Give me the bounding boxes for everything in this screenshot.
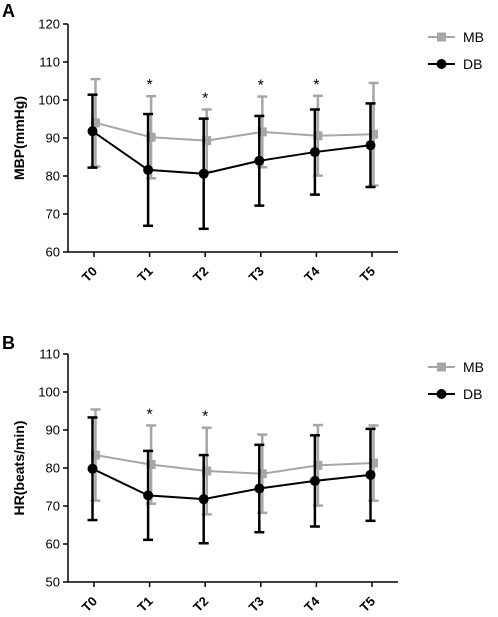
data-point-circle	[143, 164, 154, 175]
x-tick-label: T1	[134, 594, 155, 615]
data-point-square	[369, 129, 378, 139]
y-tick-label: 50	[46, 575, 60, 590]
series-line	[95, 454, 374, 475]
x-tick-label: T4	[301, 593, 323, 615]
y-tick-label: 70	[46, 499, 60, 514]
significance-marker: *	[146, 406, 152, 423]
x-tick-label: T0	[79, 594, 100, 615]
legend-label: DB	[463, 56, 482, 72]
data-point-square	[202, 136, 212, 146]
y-tick-label: 90	[46, 131, 60, 146]
y-tick-label: 90	[46, 423, 60, 438]
x-tick-label: T3	[246, 264, 267, 285]
legend-marker-circle	[436, 389, 447, 399]
series-MB	[90, 408, 379, 516]
data-point-square	[146, 132, 156, 142]
significance-marker: *	[146, 77, 152, 94]
panel-label: B	[2, 333, 15, 353]
series-MB	[90, 77, 379, 187]
y-tick-label: 100	[38, 385, 60, 400]
data-point-circle	[198, 168, 209, 179]
y-axis-title: HR(beats/min)	[11, 421, 27, 516]
data-point-square	[202, 466, 212, 476]
y-tick-label: 80	[46, 461, 60, 476]
data-point-circle	[365, 140, 376, 151]
data-point-circle	[254, 155, 265, 166]
legend-marker-square	[437, 362, 446, 372]
legend-marker-square	[437, 32, 446, 42]
x-tick-label: T2	[190, 594, 211, 615]
x-tick-label: T2	[190, 264, 211, 285]
y-tick-label: 110	[39, 55, 60, 70]
data-point-square	[313, 460, 323, 470]
data-point-square	[257, 127, 267, 137]
x-tick-label: T3	[246, 594, 267, 615]
x-tick-label: T5	[357, 594, 378, 615]
x-tick-label: T4	[301, 263, 323, 285]
series-DB	[87, 93, 376, 231]
data-point-circle	[143, 490, 154, 501]
data-point-circle	[365, 469, 376, 480]
data-point-square	[91, 118, 100, 128]
y-tick-label: 100	[38, 93, 60, 108]
significance-marker: *	[202, 91, 208, 108]
y-tick-label: 70	[46, 207, 60, 222]
data-point-circle	[309, 147, 320, 158]
y-tick-label: 80	[46, 169, 60, 184]
data-point-square	[369, 458, 378, 468]
significance-marker: *	[258, 78, 264, 95]
y-tick-label: 60	[46, 245, 60, 260]
panel-label: A	[2, 1, 15, 21]
series-line	[92, 467, 371, 501]
data-point-circle	[309, 475, 320, 486]
x-tick-label: T5	[357, 264, 378, 285]
data-point-circle	[254, 483, 265, 494]
x-tick-label: T1	[134, 264, 155, 285]
significance-marker: *	[202, 409, 208, 426]
legend-label: MB	[463, 359, 484, 375]
y-axis-title: MBP(mmHg)	[11, 96, 27, 180]
data-point-square	[146, 460, 156, 470]
y-tick-label: 110	[39, 347, 60, 362]
significance-marker: *	[313, 77, 319, 94]
series-DB	[87, 416, 376, 545]
y-tick-label: 60	[46, 537, 60, 552]
legend-label: DB	[463, 386, 482, 402]
chart-panel-A: A MBP(mmHg) 60 70 80 90 100 110 120 T0 T1 T2 T3 T4 T5 *…	[2, 1, 484, 285]
data-point-circle	[87, 126, 98, 137]
y-tick-label: 120	[38, 17, 60, 32]
series-line	[91, 130, 371, 175]
data-point-circle	[87, 463, 98, 474]
data-point-square	[257, 469, 267, 479]
data-point-square	[313, 131, 323, 141]
data-point-circle	[198, 494, 209, 505]
chart-panel-B: B HR(beats/min) 50 60 70 80 90 100 110 T0 T1 T2 T3 T4…	[2, 333, 484, 615]
legend-label: MB	[463, 29, 484, 45]
data-point-square	[91, 450, 100, 460]
series-line	[95, 121, 374, 142]
legend-marker-circle	[436, 59, 447, 69]
x-tick-label: T0	[79, 264, 100, 285]
